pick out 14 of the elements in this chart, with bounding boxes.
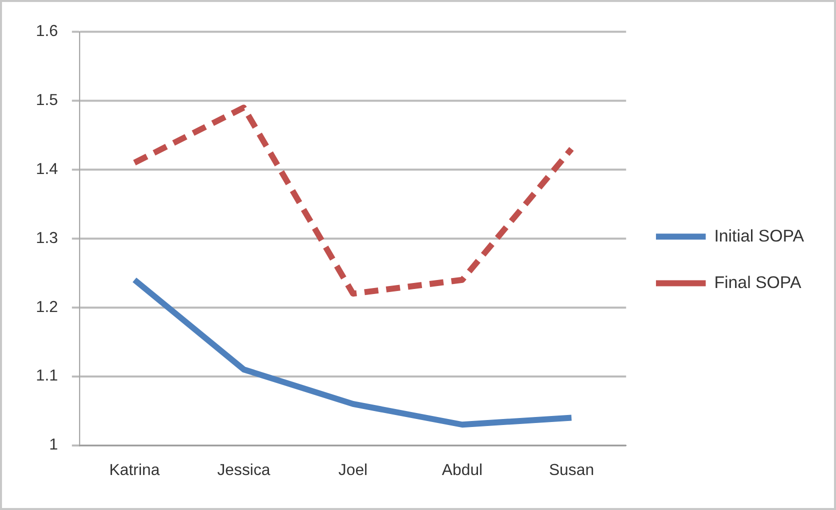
legend-label: Final SOPA — [714, 272, 802, 292]
x-tick-label: Susan — [548, 462, 594, 480]
y-tick-label: 1.4 — [36, 161, 58, 178]
x-tick-label: Joel — [338, 462, 368, 480]
y-tick-label: 1.5 — [36, 92, 58, 110]
x-tick-label: Abdul — [442, 462, 483, 480]
x-tick-label: Jessica — [217, 462, 270, 480]
y-tick-label: 1.1 — [36, 368, 58, 385]
y-tick-label: 1.3 — [36, 230, 58, 247]
y-tick-label: 1 — [49, 436, 58, 454]
y-tick-label: 1.2 — [36, 298, 58, 316]
legend-label: Initial SOPA — [714, 226, 805, 246]
y-tick-label: 1.6 — [36, 23, 58, 40]
x-tick-label: Katrina — [109, 462, 160, 480]
